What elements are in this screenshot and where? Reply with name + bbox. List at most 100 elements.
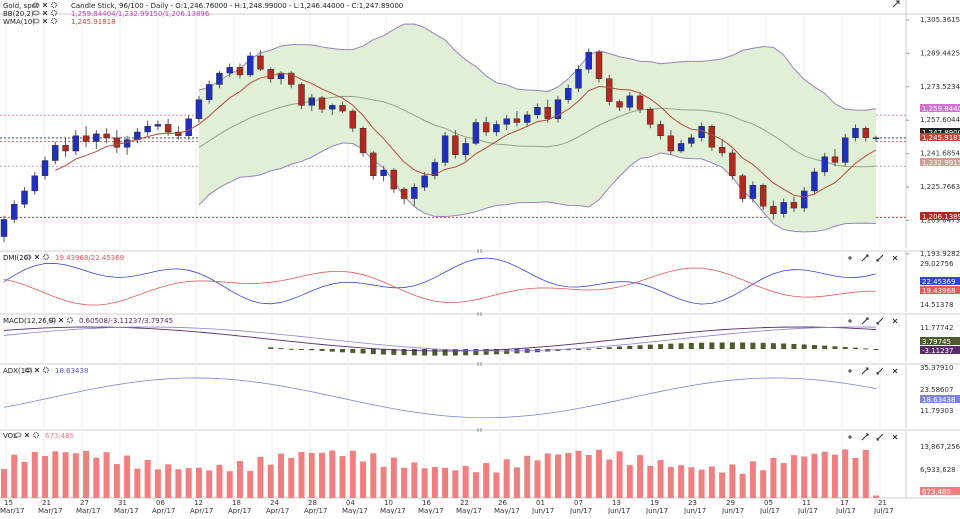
candle xyxy=(62,137,69,157)
volume-bar xyxy=(493,472,500,498)
expand-icon[interactable] xyxy=(861,254,869,262)
candle-body-up xyxy=(503,118,510,125)
candle xyxy=(616,99,623,112)
eye-icon[interactable] xyxy=(48,317,56,323)
close-icon[interactable] xyxy=(42,18,48,24)
gear-icon[interactable] xyxy=(42,254,49,261)
candle-body-up xyxy=(195,99,203,119)
candle-body-down xyxy=(718,147,726,154)
chart-expand-icon[interactable] xyxy=(892,0,900,8)
volume-bar xyxy=(667,466,674,498)
adx-tick-label: 11.79303 xyxy=(920,407,953,415)
x-tick-month: Jun/17 xyxy=(531,507,554,514)
macd-histogram-bar xyxy=(422,349,428,356)
move-icon[interactable] xyxy=(848,319,852,323)
close-icon[interactable] xyxy=(42,10,48,16)
expand-icon[interactable] xyxy=(861,433,869,441)
candle-body-up xyxy=(185,118,192,137)
move-icon[interactable] xyxy=(848,369,852,373)
x-tick-month: Apr/17 xyxy=(228,507,251,514)
expand-icon[interactable] xyxy=(861,317,869,325)
volume-bar xyxy=(616,451,623,498)
vol-value-tag-label: 673,485 xyxy=(922,488,951,496)
gear-icon[interactable] xyxy=(50,18,57,25)
candle-body-up xyxy=(842,137,849,163)
x-tick-day: 15 xyxy=(4,499,13,507)
price-tick-label: 1,193.92827 xyxy=(920,250,960,258)
vol-tick-label: 6,933,628 xyxy=(920,466,956,474)
x-tick-month: May/17 xyxy=(418,507,444,514)
move-icon[interactable] xyxy=(848,256,852,260)
collapse-icon[interactable] xyxy=(876,367,884,375)
volume-bar xyxy=(103,452,110,498)
candle-body-down xyxy=(164,124,172,133)
eye-icon[interactable] xyxy=(32,2,40,8)
eye-icon[interactable] xyxy=(24,367,32,373)
candle xyxy=(739,173,746,203)
dmi-tick-label: 29.02756 xyxy=(920,260,954,268)
collapse-icon[interactable] xyxy=(876,254,884,262)
volume-bar xyxy=(780,463,787,498)
candle-body-down xyxy=(739,175,746,199)
volume-bar xyxy=(195,467,202,498)
candle-body-up xyxy=(144,126,151,133)
candle xyxy=(636,92,644,113)
volume-bar xyxy=(411,462,418,498)
x-tick-month: Jul/17 xyxy=(835,507,856,514)
candle-body-up xyxy=(462,143,469,156)
volume-bar xyxy=(52,451,59,498)
eye-icon[interactable] xyxy=(32,10,40,16)
macd-histogram-bar xyxy=(770,343,776,349)
close-icon[interactable] xyxy=(42,2,48,8)
close-icon[interactable] xyxy=(34,254,40,260)
volume-bar xyxy=(370,453,377,498)
eye-icon[interactable] xyxy=(14,432,22,438)
macd-histogram-bar xyxy=(319,349,325,351)
gear-icon[interactable] xyxy=(32,432,39,439)
macd-histogram-bar xyxy=(811,345,817,349)
eye-icon[interactable] xyxy=(32,18,40,24)
macd-histogram-bar xyxy=(822,345,828,349)
gear-icon[interactable] xyxy=(50,10,57,17)
candle-body-up xyxy=(421,175,428,188)
macd-value-tag-label: -3.11237 xyxy=(922,347,953,355)
volume-bar xyxy=(380,466,387,498)
candle-body-down xyxy=(729,152,736,176)
volume-bar xyxy=(739,473,746,498)
close-panel-icon[interactable] xyxy=(892,434,898,440)
close-icon[interactable] xyxy=(34,367,40,373)
volume-bar xyxy=(811,453,818,498)
close-icon[interactable] xyxy=(58,317,64,323)
x-tick-day: 19 xyxy=(650,499,659,507)
close-panel-icon[interactable] xyxy=(892,255,898,261)
volume-bar xyxy=(421,468,428,498)
move-icon[interactable] xyxy=(848,435,852,439)
macd-histogram-bar xyxy=(350,349,356,353)
candle xyxy=(852,124,859,142)
candle-body-up xyxy=(31,175,38,192)
collapse-icon[interactable] xyxy=(876,433,884,441)
gear-icon[interactable] xyxy=(66,317,73,324)
x-tick-day: 18 xyxy=(232,499,241,507)
volume-bar xyxy=(873,495,879,498)
collapse-icon[interactable] xyxy=(876,317,884,325)
close-panel-icon[interactable] xyxy=(892,368,898,374)
macd-histogram-bar xyxy=(760,342,766,349)
candle-body-up xyxy=(247,55,254,76)
expand-icon[interactable] xyxy=(861,367,869,375)
close-panel-icon[interactable] xyxy=(892,318,898,324)
price-tag xyxy=(920,158,960,166)
gear-icon[interactable] xyxy=(50,1,57,9)
eye-icon[interactable] xyxy=(24,254,32,260)
candle xyxy=(493,120,500,136)
volume-bar xyxy=(267,464,274,498)
candle xyxy=(257,50,264,72)
candle-body-down xyxy=(831,156,839,163)
x-tick-day: 07 xyxy=(574,499,583,507)
gear-icon[interactable] xyxy=(42,367,49,374)
dmi-value-tag xyxy=(920,286,960,294)
volume-bar xyxy=(842,449,849,498)
vol-tick-label: 13,867,256 xyxy=(920,443,960,451)
dmi-value-tag-label: 19.43968 xyxy=(922,287,955,295)
close-icon[interactable] xyxy=(24,432,30,438)
